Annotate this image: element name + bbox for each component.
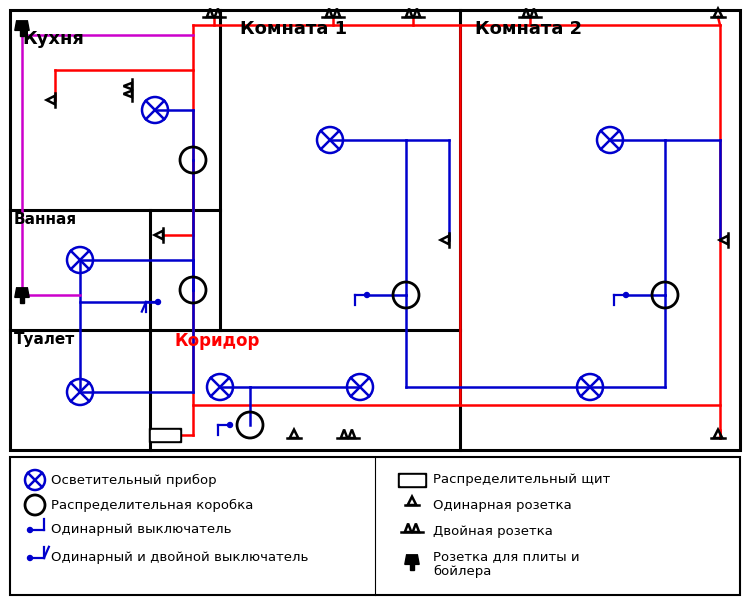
Text: Распределительный щит: Распределительный щит	[433, 473, 610, 487]
Bar	[398, 473, 426, 487]
Circle shape	[364, 292, 370, 298]
Text: Одинарный выключатель: Одинарный выключатель	[51, 523, 232, 536]
Text: Коридор: Коридор	[175, 332, 260, 350]
Text: Ванная: Ванная	[14, 212, 77, 227]
Text: Распределительная коробка: Распределительная коробка	[51, 499, 254, 512]
Text: Одинарный и двойной выключатель: Одинарный и двойной выключатель	[51, 551, 308, 565]
Circle shape	[623, 292, 628, 298]
Polygon shape	[405, 555, 419, 565]
Polygon shape	[15, 288, 29, 298]
Polygon shape	[15, 21, 29, 31]
Circle shape	[28, 527, 32, 533]
Bar	[400, 475, 424, 485]
Text: Одинарная розетка: Одинарная розетка	[433, 499, 572, 511]
Bar	[149, 428, 181, 442]
Text: Осветительный прибор: Осветительный прибор	[51, 473, 217, 487]
Bar	[20, 298, 25, 304]
Text: Комната 2: Комната 2	[475, 20, 582, 38]
Text: Кухня: Кухня	[22, 30, 84, 48]
Text: Двойная розетка: Двойная розетка	[433, 526, 553, 539]
Circle shape	[28, 556, 32, 560]
Text: Розетка для плиты и
бойлера: Розетка для плиты и бойлера	[433, 550, 580, 578]
Text: Туалет: Туалет	[14, 332, 75, 347]
Bar	[410, 565, 415, 571]
Bar	[10, 10, 740, 450]
Circle shape	[155, 299, 160, 304]
Text: Комната 1: Комната 1	[240, 20, 347, 38]
Bar	[151, 430, 179, 440]
Bar	[20, 31, 25, 37]
Circle shape	[227, 422, 232, 427]
Bar	[10, 457, 740, 595]
